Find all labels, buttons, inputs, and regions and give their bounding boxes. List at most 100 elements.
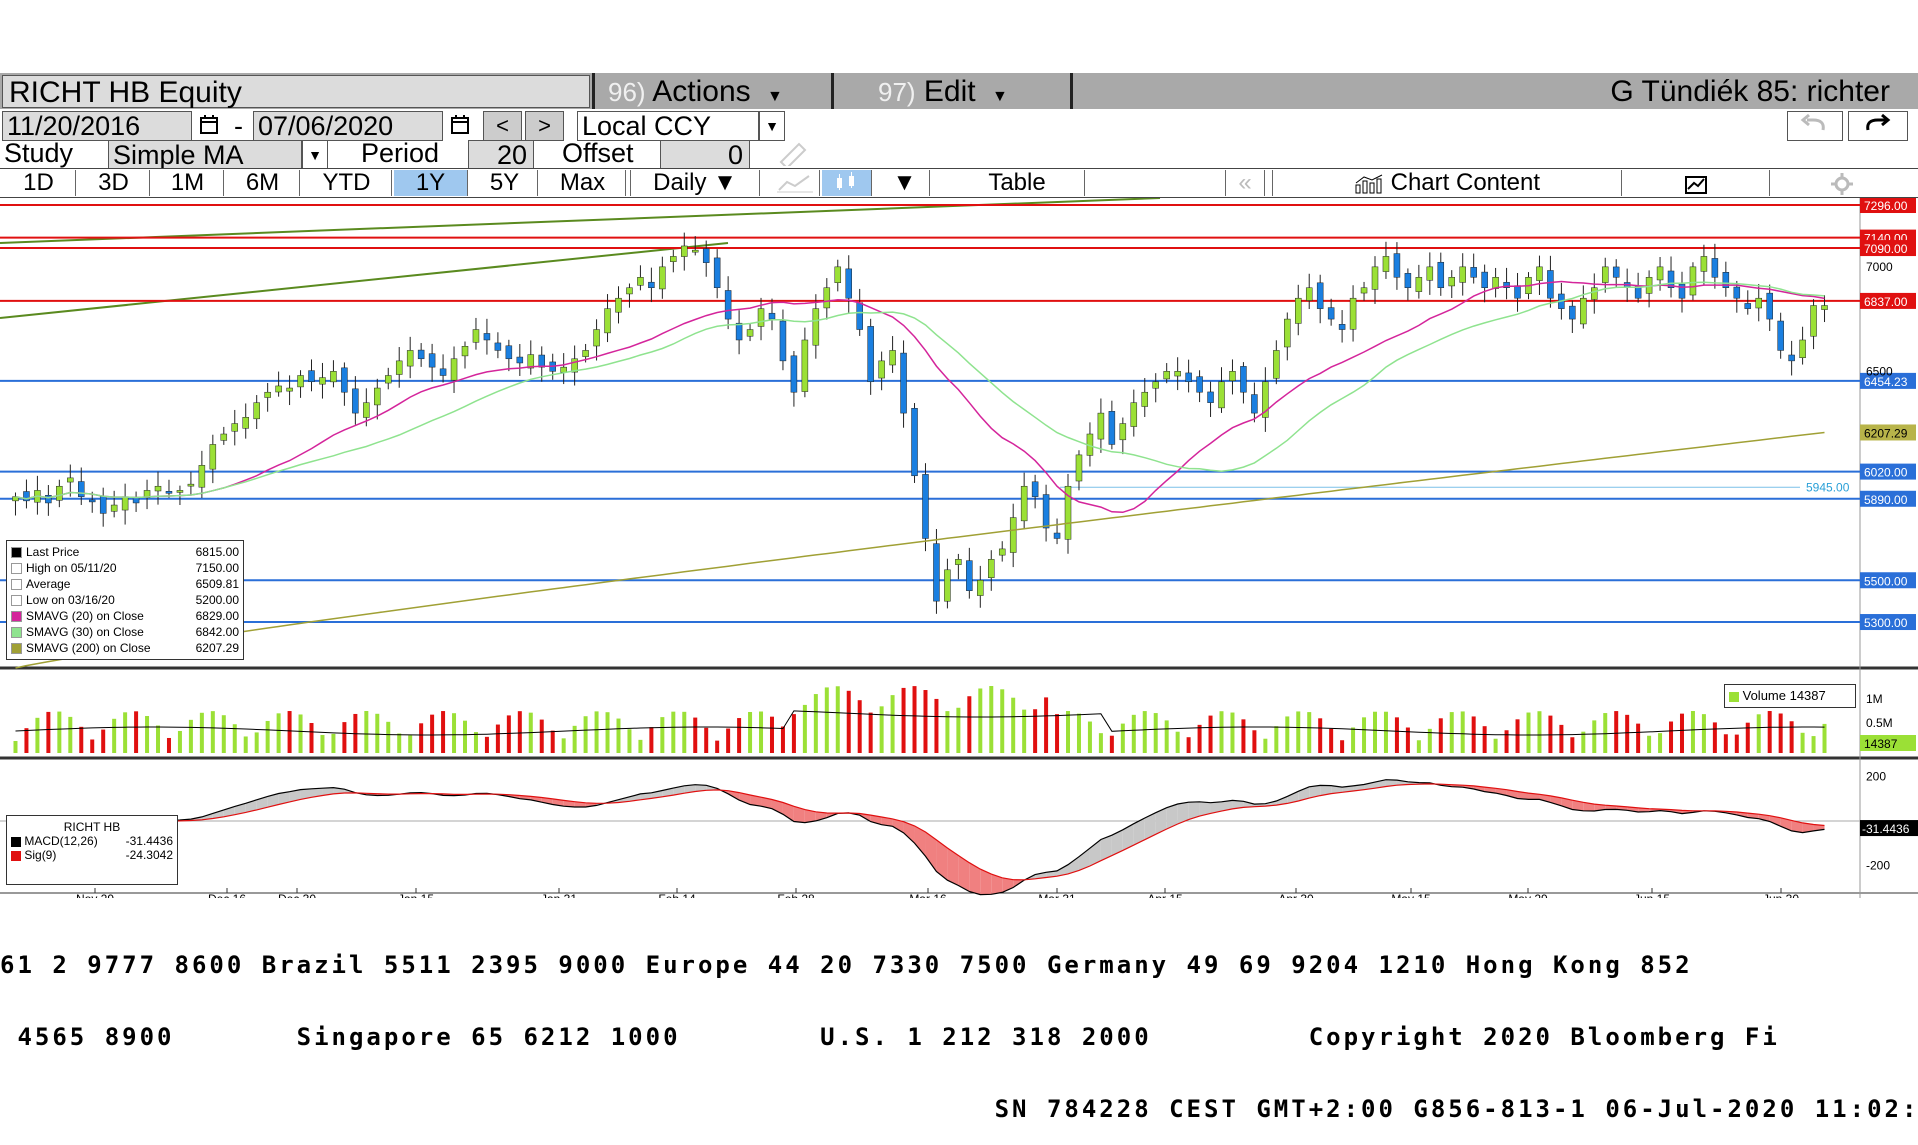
ticker-field[interactable]: RICHT HB Equity <box>2 75 590 108</box>
prev-range-button[interactable]: < <box>483 111 522 141</box>
study-select[interactable]: Simple MA <box>108 140 302 170</box>
volume-bar <box>627 729 631 753</box>
candle-body <box>1109 411 1115 444</box>
chevron-down-icon[interactable]: ▼ <box>302 140 328 170</box>
legend-swatch <box>11 547 22 558</box>
candle-body <box>1767 293 1773 319</box>
volume-bar <box>1757 714 1761 753</box>
candle-chart-icon[interactable] <box>822 170 872 196</box>
sma200-line <box>16 433 1825 669</box>
candle-body <box>1186 373 1192 382</box>
period-button-1d[interactable]: 1D <box>2 170 76 196</box>
volume-bar <box>781 727 785 753</box>
candle-body <box>890 350 896 365</box>
candle-body <box>1043 495 1049 528</box>
pencil-icon[interactable] <box>775 140 809 166</box>
volume-bar <box>638 740 642 753</box>
volume-bar <box>35 718 39 753</box>
volume-bar <box>299 714 303 753</box>
candle-body <box>1547 270 1553 298</box>
period-button-6m[interactable]: 6M <box>226 170 300 196</box>
offset-field[interactable]: 0 <box>660 140 750 170</box>
candle-body <box>791 356 797 392</box>
currency-select[interactable]: Local CCY <box>577 111 759 141</box>
macd-value: -31.4436 <box>126 834 173 848</box>
candle-body <box>736 323 742 340</box>
candle-body <box>999 549 1005 555</box>
calendar-icon[interactable] <box>198 113 220 137</box>
candle-body <box>1032 482 1038 497</box>
volume-bar <box>134 711 138 753</box>
candle-body <box>451 359 457 380</box>
volume-bar <box>1526 713 1530 753</box>
candle-body <box>780 321 786 361</box>
x-tick-label: Jun 15 <box>1634 892 1670 898</box>
volume-legend-label: Volume 14387 <box>1743 688 1826 703</box>
period-button-ytd[interactable]: YTD <box>302 170 392 196</box>
period-field[interactable]: 20 <box>468 140 534 170</box>
start-date-field[interactable]: 11/20/2016 <box>2 111 192 141</box>
volume-bar <box>1680 714 1684 753</box>
period-button-5y[interactable]: 5Y <box>472 170 538 196</box>
candle-body <box>955 559 961 564</box>
chevron-down-icon[interactable]: ▼ <box>759 111 785 141</box>
volume-bar <box>331 734 335 753</box>
volume-bar <box>364 711 368 753</box>
candle-body <box>309 371 315 382</box>
macd-fill <box>925 832 936 872</box>
volume-bar <box>1570 737 1574 753</box>
candle-body <box>813 309 819 346</box>
macd-fill <box>936 840 947 880</box>
volume-bar <box>770 717 774 753</box>
end-date-field[interactable]: 07/06/2020 <box>253 111 443 141</box>
line-chart-icon[interactable] <box>770 170 820 196</box>
period-button-1y[interactable]: 1Y <box>394 170 468 196</box>
period-button-3d[interactable]: 3D <box>78 170 150 196</box>
candle-body <box>1098 413 1104 439</box>
volume-bar <box>1088 722 1092 753</box>
candle-body <box>1021 486 1027 521</box>
candle-body <box>122 497 128 510</box>
actions-menu[interactable]: 96) Actions ▼ <box>608 75 783 108</box>
candle-body <box>1251 395 1257 414</box>
price-level-label: 6837.00 <box>1864 295 1908 309</box>
volume-bar <box>606 712 610 753</box>
chart-content-icon <box>1354 169 1391 196</box>
volume-bar <box>200 713 204 753</box>
price-chart[interactable]: 7296.007140.007090.006837.006454.236207.… <box>0 198 1918 898</box>
undo-icon[interactable] <box>1787 111 1843 141</box>
volume-bar <box>1209 716 1213 753</box>
volume-bar <box>255 732 259 753</box>
volume-bar <box>825 687 829 753</box>
chevron-down-icon[interactable]: ▼ <box>880 170 930 196</box>
candle-body <box>1383 256 1389 271</box>
candle-body <box>648 282 654 288</box>
volume-bar <box>1230 713 1234 753</box>
table-button[interactable]: Table <box>950 170 1085 196</box>
calendar-icon[interactable] <box>449 113 471 137</box>
price-level-label: 7296.00 <box>1864 199 1908 213</box>
volume-bar <box>277 713 281 753</box>
chart-content-button[interactable]: Chart Content <box>1272 170 1622 196</box>
candle-body <box>1306 288 1312 301</box>
edit-chart-icon[interactable] <box>1625 170 1770 196</box>
chevron-left-double-icon[interactable]: « <box>1225 170 1265 196</box>
period-button-1m[interactable]: 1M <box>152 170 224 196</box>
candle-body <box>1449 277 1455 286</box>
frequency-select[interactable]: Daily ▼ <box>630 170 760 196</box>
volume-bar <box>540 720 544 753</box>
x-tick-label: May 29 <box>1508 892 1548 898</box>
volume-bar <box>1373 712 1377 753</box>
x-tick-label: Nov 29 <box>76 892 114 898</box>
candle-body <box>1822 306 1828 310</box>
next-range-button[interactable]: > <box>525 111 564 141</box>
candle-body <box>1569 306 1575 319</box>
gear-icon[interactable] <box>1772 170 1912 196</box>
edit-menu[interactable]: 97) Edit ▼ <box>878 75 1008 108</box>
candle-body <box>901 353 907 413</box>
volume-bar <box>1165 720 1169 753</box>
volume-bar <box>1121 724 1125 753</box>
redo-icon[interactable] <box>1848 111 1908 141</box>
period-button-max[interactable]: Max <box>540 170 626 196</box>
